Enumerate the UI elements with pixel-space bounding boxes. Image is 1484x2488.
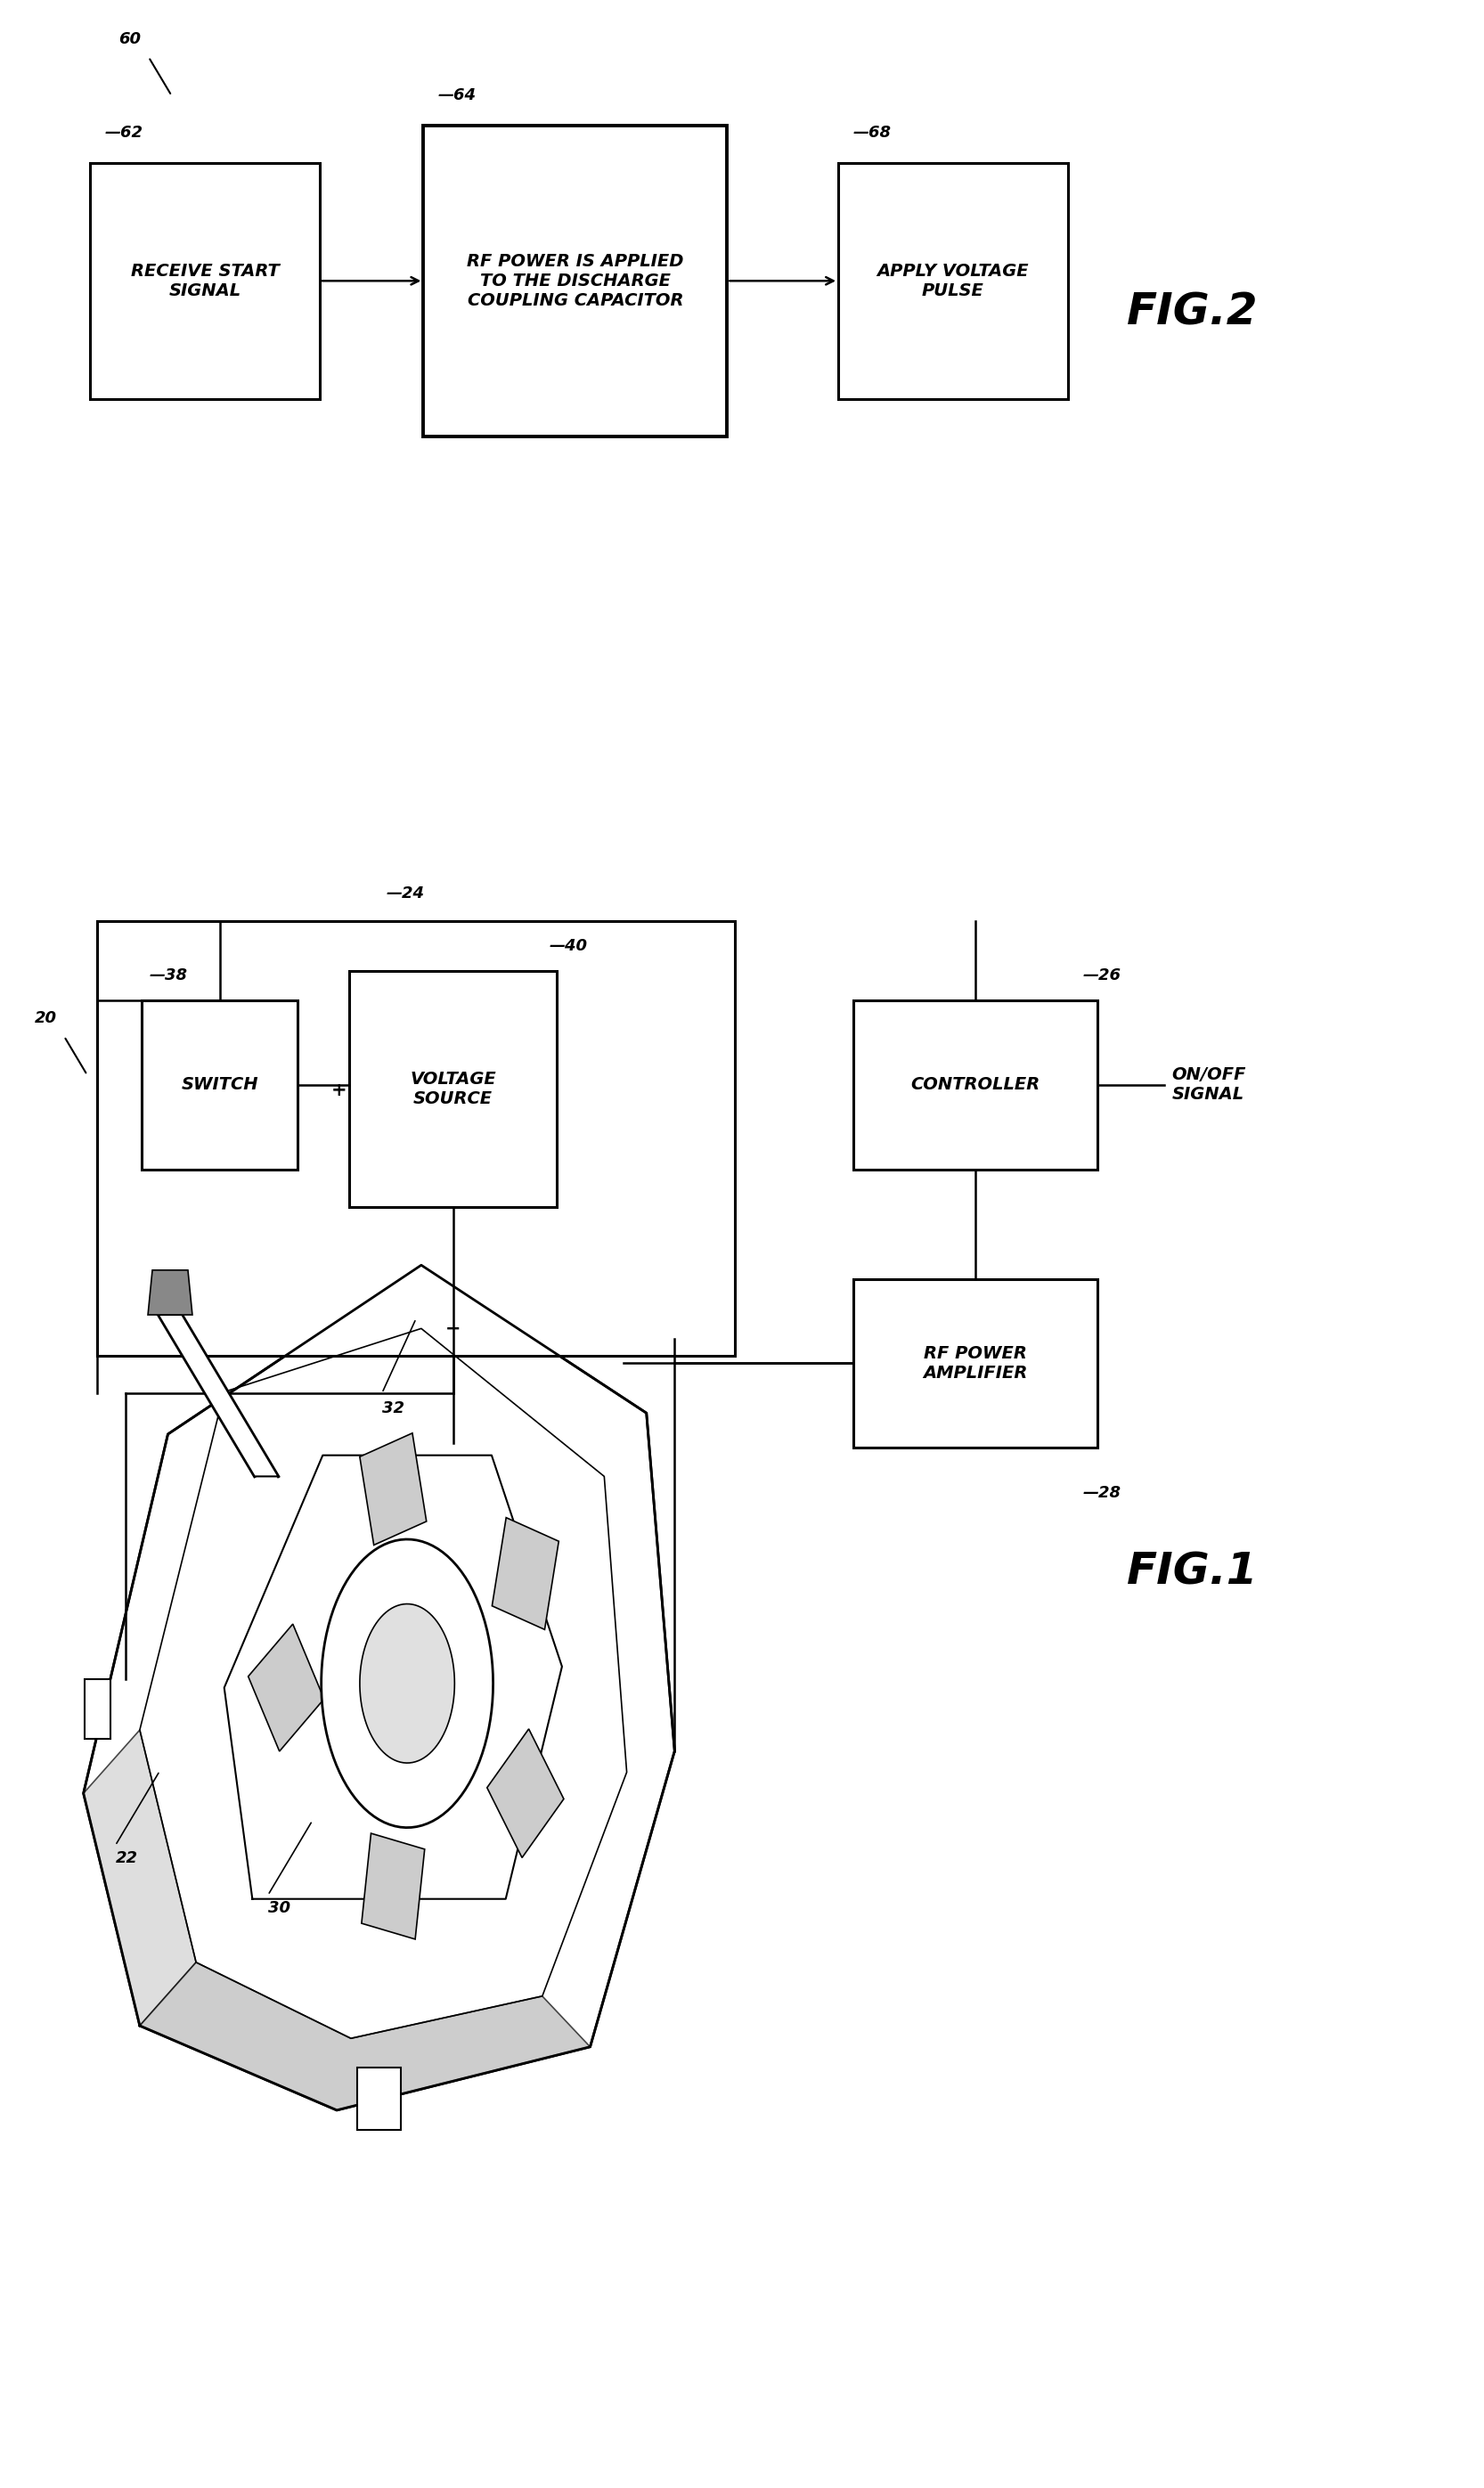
- Text: FIG.1: FIG.1: [1128, 1550, 1258, 1592]
- Text: 20: 20: [34, 1010, 56, 1028]
- Text: SWITCH: SWITCH: [181, 1077, 258, 1092]
- Polygon shape: [359, 1433, 426, 1545]
- Bar: [349, 970, 556, 1207]
- Text: —26: —26: [1083, 968, 1120, 983]
- Polygon shape: [487, 1729, 564, 1859]
- Bar: [853, 1279, 1098, 1448]
- Text: CONTROLLER: CONTROLLER: [911, 1077, 1040, 1092]
- Polygon shape: [359, 1605, 454, 1764]
- Text: —68: —68: [853, 124, 892, 142]
- Bar: [98, 921, 735, 1356]
- Bar: [142, 1000, 298, 1169]
- Text: APPLY VOLTAGE
PULSE: APPLY VOLTAGE PULSE: [877, 264, 1028, 299]
- Text: 32: 32: [381, 1401, 404, 1416]
- Polygon shape: [322, 1540, 493, 1829]
- Text: —28: —28: [1083, 1485, 1120, 1500]
- Polygon shape: [356, 2068, 401, 2130]
- Text: —40: —40: [549, 938, 588, 953]
- Polygon shape: [83, 1264, 675, 2110]
- Polygon shape: [493, 1518, 559, 1630]
- Polygon shape: [85, 1679, 111, 1739]
- Polygon shape: [248, 1625, 324, 1752]
- Text: —62: —62: [105, 124, 144, 142]
- Text: FIG.2: FIG.2: [1128, 291, 1258, 333]
- Text: 30: 30: [269, 1901, 291, 1916]
- Text: —38: —38: [150, 968, 187, 983]
- Polygon shape: [83, 1729, 196, 2025]
- Bar: [838, 162, 1068, 398]
- Bar: [91, 162, 319, 398]
- Text: −: −: [445, 1319, 462, 1339]
- Text: +: +: [331, 1080, 347, 1100]
- Text: RF POWER
AMPLIFIER: RF POWER AMPLIFIER: [923, 1346, 1027, 1381]
- Text: VOLTAGE
SOURCE: VOLTAGE SOURCE: [410, 1070, 496, 1107]
- Polygon shape: [139, 1963, 591, 2110]
- Text: —64: —64: [438, 87, 476, 104]
- Text: 60: 60: [119, 30, 141, 47]
- Polygon shape: [159, 1314, 279, 1475]
- Bar: [423, 124, 727, 435]
- Text: ON/OFF
SIGNAL: ON/OFF SIGNAL: [1172, 1067, 1247, 1102]
- Bar: [853, 1000, 1098, 1169]
- Text: 22: 22: [116, 1851, 138, 1866]
- Polygon shape: [362, 1834, 424, 1938]
- Polygon shape: [148, 1269, 193, 1314]
- Text: RF POWER IS APPLIED
TO THE DISCHARGE
COUPLING CAPACITOR: RF POWER IS APPLIED TO THE DISCHARGE COU…: [467, 254, 684, 309]
- Text: RECEIVE START
SIGNAL: RECEIVE START SIGNAL: [131, 264, 279, 299]
- Text: —24: —24: [386, 886, 424, 901]
